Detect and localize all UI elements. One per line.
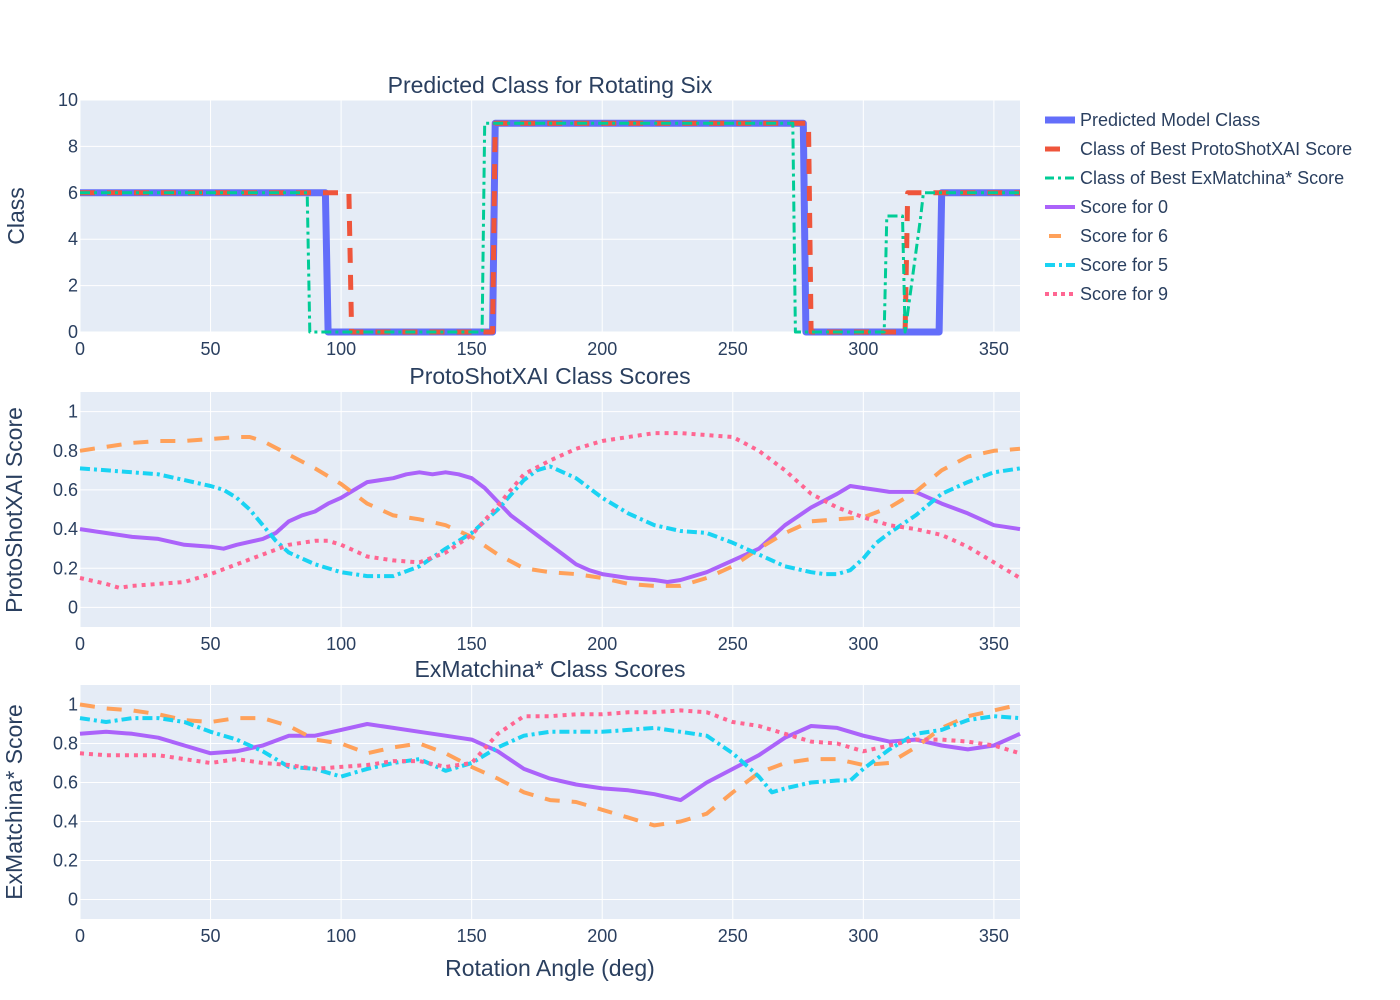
x-tick-label: 150 — [457, 926, 487, 946]
x-tick-label: 300 — [848, 926, 878, 946]
x-tick-label: 50 — [201, 339, 221, 359]
series-layer — [79, 702, 1021, 828]
x-tick-label: 100 — [326, 339, 356, 359]
x-tick-label: 300 — [848, 634, 878, 654]
x-tick-label: 200 — [587, 339, 617, 359]
legend-label: Score for 5 — [1080, 255, 1168, 275]
y-tick-label: 2 — [68, 276, 78, 296]
legend-item-score-5[interactable]: Score for 5 — [1045, 255, 1168, 275]
tick-labels: 0 50 100 150 200 250 300 350 0 0.2 0.4 0.6 0.8 1 — [53, 695, 1009, 947]
legend-item-score-0[interactable]: Score for 0 — [1045, 197, 1168, 217]
legend-item-predicted-model-class[interactable]: Predicted Model Class — [1045, 110, 1260, 130]
series-line-score-for-5 — [79, 714, 1021, 795]
y-tick-label: 0 — [68, 890, 78, 910]
x-tick-label: 250 — [718, 339, 748, 359]
series-line-score-for-0 — [79, 722, 1021, 803]
legend-label: Predicted Model Class — [1080, 110, 1260, 130]
tick-labels: 0 50 100 150 200 250 300 350 0 0.2 0.4 0.6 0.8 1 — [53, 402, 1009, 654]
x-tick-label: 350 — [979, 634, 1009, 654]
plot-area — [80, 100, 1020, 332]
x-tick-label: 350 — [979, 926, 1009, 946]
panel-predicted-class: 0 50 100 150 200 250 300 350 0 2 4 6 8 10 Predicted C… — [3, 72, 1020, 359]
y-tick-label: 10 — [58, 90, 78, 110]
y-tick-label: 6 — [68, 183, 78, 203]
y-axis-label: Class — [3, 187, 29, 245]
y-tick-label: 1 — [68, 695, 78, 715]
legend-label: Class of Best ExMatchina* Score — [1080, 168, 1344, 188]
legend: Predicted Model Class Class of Best Prot… — [1045, 110, 1352, 304]
series-line-score-for-9 — [79, 708, 1021, 771]
x-axis-label: Rotation Angle (deg) — [445, 955, 655, 981]
legend-label: Class of Best ProtoShotXAI Score — [1080, 139, 1352, 159]
legend-label: Score for 9 — [1080, 284, 1168, 304]
gridlines — [79, 392, 1020, 627]
y-tick-label: 4 — [68, 229, 78, 249]
y-tick-label: 0 — [68, 597, 78, 617]
x-tick-label: 100 — [326, 926, 356, 946]
y-axis-label: ExMatchina* Score — [1, 704, 27, 900]
legend-label: Score for 0 — [1080, 197, 1168, 217]
y-tick-label: 8 — [68, 136, 78, 156]
x-tick-label: 150 — [457, 634, 487, 654]
y-tick-label: 0.6 — [53, 773, 78, 793]
series-layer — [80, 119, 1020, 336]
panel-protoshot-scores: 0 50 100 150 200 250 300 350 0 0.2 0.4 0.6 0.8 1 Prot… — [1, 363, 1022, 654]
legend-item-score-6[interactable]: Score for 6 — [1045, 226, 1168, 246]
x-tick-label: 300 — [848, 339, 878, 359]
series-line-score-for-6 — [79, 702, 1021, 828]
legend-item-score-9[interactable]: Score for 9 — [1045, 284, 1168, 304]
panel-title: ProtoShotXAI Class Scores — [409, 363, 690, 389]
y-tick-label: 0.4 — [53, 519, 78, 539]
legend-label: Score for 6 — [1080, 226, 1168, 246]
y-tick-label: 0.8 — [53, 734, 78, 754]
x-tick-label: 50 — [201, 634, 221, 654]
legend-item-best-protoshot-class[interactable]: Class of Best ProtoShotXAI Score — [1045, 139, 1352, 159]
y-tick-label: 0.6 — [53, 480, 78, 500]
y-tick-label: 0.8 — [53, 441, 78, 461]
panel-title: ExMatchina* Class Scores — [415, 656, 686, 682]
series-line-score-for-0 — [79, 470, 1021, 584]
series-line-score-for-9 — [79, 431, 1022, 590]
x-tick-label: 250 — [718, 926, 748, 946]
y-axis-label: ProtoShotXAI Score — [1, 407, 27, 613]
x-tick-label: 200 — [587, 634, 617, 654]
y-tick-label: 0 — [68, 322, 78, 342]
x-tick-label: 200 — [587, 926, 617, 946]
series-layer — [79, 431, 1022, 590]
gridlines — [79, 685, 1020, 919]
x-tick-label: 350 — [979, 339, 1009, 359]
y-tick-label: 0.4 — [53, 812, 78, 832]
legend-item-best-exmatchina-class[interactable]: Class of Best ExMatchina* Score — [1045, 168, 1344, 188]
x-tick-label: 150 — [457, 339, 487, 359]
series-line-score-for-6 — [79, 435, 1021, 588]
x-tick-label: 0 — [75, 634, 85, 654]
x-tick-label: 0 — [75, 926, 85, 946]
series-line-class-of-best-protoshotxai-score — [80, 120, 1020, 335]
x-tick-label: 0 — [75, 339, 85, 359]
x-tick-label: 100 — [326, 634, 356, 654]
x-tick-label: 250 — [718, 634, 748, 654]
x-tick-label: 50 — [201, 926, 221, 946]
series-line-class-of-best-exmatchina-score — [80, 121, 1020, 334]
panel-title: Predicted Class for Rotating Six — [388, 72, 713, 98]
tick-labels: 0 50 100 150 200 250 300 350 0 2 4 6 8 10 — [58, 90, 1009, 359]
series-line-score-for-5 — [79, 464, 1021, 579]
y-tick-label: 0.2 — [53, 851, 78, 871]
y-tick-label: 0.2 — [53, 558, 78, 578]
y-tick-label: 1 — [68, 402, 78, 422]
panel-exmatchina-scores: 0 50 100 150 200 250 300 350 0 0.2 0.4 0.6 0.8 1 ExMa… — [1, 656, 1021, 947]
